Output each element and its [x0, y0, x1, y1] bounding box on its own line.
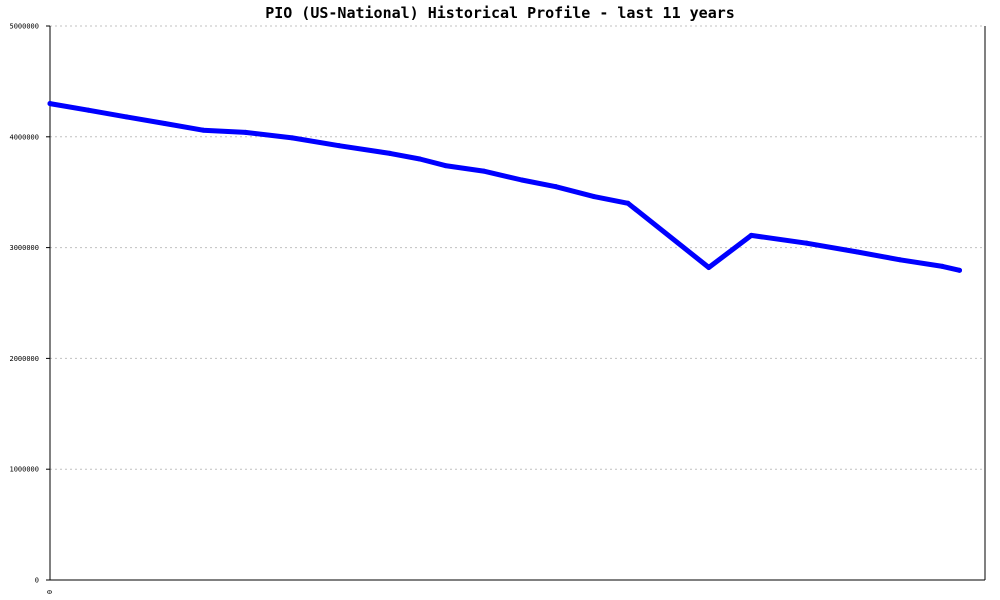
- data-point: [481, 168, 486, 174]
- data-point: [706, 265, 712, 271]
- axes: 0 1000000 2000000 3000000 4000000 5000000 0: [9, 23, 986, 594]
- series-line: [47, 101, 962, 273]
- data-point: [417, 156, 423, 162]
- data-point: [591, 194, 597, 200]
- y-tick-label: 2000000: [9, 355, 39, 363]
- x-tick-label: 0: [46, 590, 54, 594]
- y-tick-label: 4000000: [9, 133, 39, 141]
- grid: [50, 25, 985, 470]
- data-point: [243, 129, 248, 135]
- data-point: [897, 257, 903, 263]
- y-tick-label: 3000000: [9, 244, 39, 252]
- y-tick-label: 1000000: [9, 466, 39, 474]
- data-point: [289, 135, 295, 141]
- data-point: [957, 267, 962, 273]
- data-point: [387, 150, 393, 156]
- data-point: [940, 263, 945, 269]
- data-point: [85, 107, 91, 113]
- data-point: [200, 127, 206, 133]
- data-point: [162, 121, 168, 127]
- data-point: [47, 101, 53, 107]
- data-point: [553, 184, 559, 190]
- data-point: [442, 163, 448, 169]
- series-layer: [47, 101, 962, 273]
- data-point: [804, 240, 809, 246]
- data-point: [519, 177, 525, 183]
- y-tick-label: 5000000: [9, 23, 39, 31]
- chart-title: PIO (US-National) Historical Profile - l…: [265, 4, 735, 22]
- data-point: [336, 143, 342, 149]
- data-point: [625, 200, 631, 206]
- data-point: [855, 249, 860, 255]
- data-point: [748, 232, 754, 238]
- y-tick-label: 0: [35, 577, 39, 585]
- data-point: [124, 114, 129, 120]
